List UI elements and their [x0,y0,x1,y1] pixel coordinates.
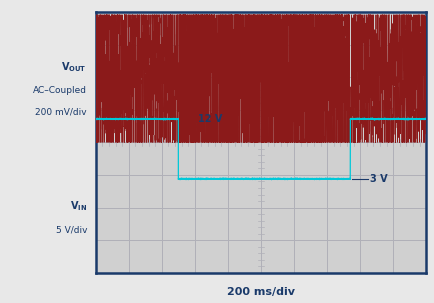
Text: $\mathbf{V_{OUT}}$: $\mathbf{V_{OUT}}$ [61,60,87,74]
Text: $\mathbf{V_{IN}}$: $\mathbf{V_{IN}}$ [69,199,87,213]
Text: 200 mV/div: 200 mV/div [35,108,87,117]
Text: AC–Coupled: AC–Coupled [33,86,87,95]
Text: 3 V: 3 V [369,174,387,184]
Text: 12 V: 12 V [198,114,222,124]
Text: 5 V/div: 5 V/div [56,226,87,235]
Text: 200 ms/div: 200 ms/div [227,287,294,297]
